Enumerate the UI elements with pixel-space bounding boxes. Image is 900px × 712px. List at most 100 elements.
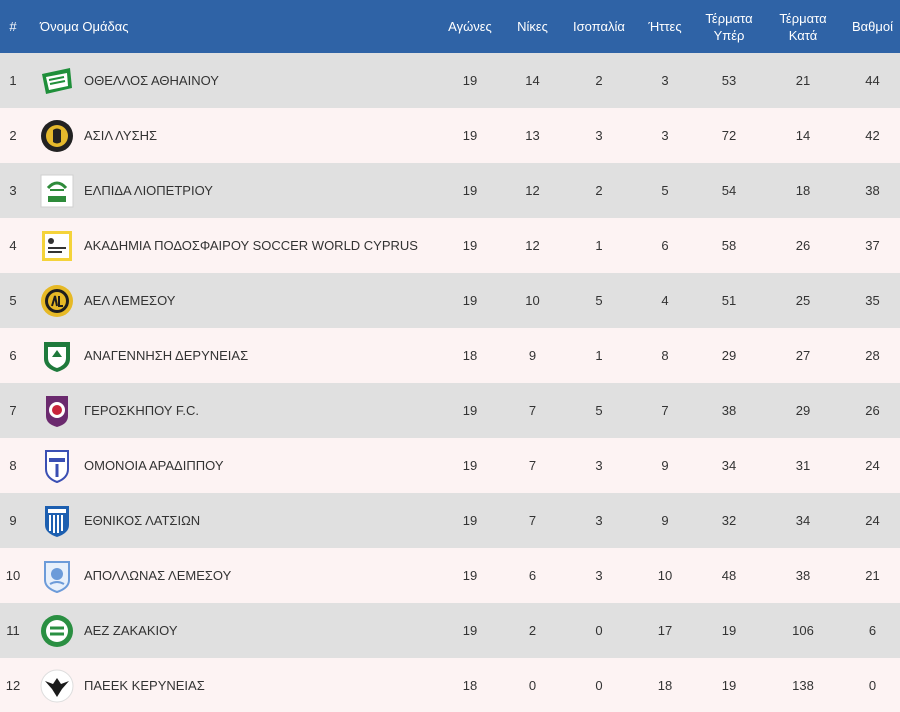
team-name[interactable]: ΑΣΙΛ ΛΥΣΗΣ bbox=[84, 128, 158, 143]
team-cell[interactable]: ΑΕΖ ΖΑΚΑΚΙΟΥ bbox=[40, 603, 440, 658]
goals-for-cell: 29 bbox=[721, 348, 737, 363]
goals-against-cell: 18 bbox=[795, 183, 811, 198]
losses-cell: 5 bbox=[661, 183, 669, 198]
elpida-crest-icon bbox=[40, 174, 74, 208]
wins-cell: 13 bbox=[525, 128, 540, 143]
table-row[interactable]: 2 ΑΣΙΛ ΛΥΣΗΣ 19 13 3 3 72 14 42 bbox=[0, 108, 900, 163]
header-draws: Ισοπαλία bbox=[573, 19, 625, 34]
table-row[interactable]: 1 ΟΘΕΛΛΟΣ ΑΘΗΑΙΝΟΥ 19 14 2 3 53 21 44 bbox=[0, 53, 900, 108]
team-name[interactable]: ΑΕΖ ΖΑΚΑΚΙΟΥ bbox=[84, 623, 178, 638]
omonia-aradippou-crest-icon bbox=[40, 449, 74, 483]
losses-cell: 18 bbox=[657, 678, 673, 693]
apollon-crest-icon bbox=[40, 559, 74, 593]
anagennisi-crest-icon bbox=[40, 339, 74, 373]
othellos-crest-icon bbox=[40, 64, 74, 98]
table-row[interactable]: 3 ΕΛΠΙΔΑ ΛΙΟΠΕΤΡΙΟΥ 19 12 2 5 54 18 38 bbox=[0, 163, 900, 218]
ael-crest-icon bbox=[40, 284, 74, 318]
asil-crest-icon bbox=[40, 119, 74, 153]
draws-cell: 3 bbox=[595, 513, 603, 528]
played-cell: 18 bbox=[462, 678, 478, 693]
losses-cell: 8 bbox=[661, 348, 669, 363]
team-cell[interactable]: ΑΚΑΔΗΜΙΑ ΠΟΔΟΣΦΑΙΡΟΥ SOCCER WORLD CYPRUS bbox=[40, 218, 440, 273]
wins-cell: 7 bbox=[528, 403, 537, 418]
header-points: Βαθμοί bbox=[851, 19, 894, 34]
team-cell[interactable]: ΑΠΟΛΛΩΝΑΣ ΛΕΜΕΣΟΥ bbox=[40, 548, 440, 603]
team-name[interactable]: ΓΕΡΟΣΚΗΠΟΥ F.C. bbox=[84, 403, 199, 418]
team-cell[interactable]: ΑΣΙΛ ΛΥΣΗΣ bbox=[40, 108, 440, 163]
goals-for-cell: 53 bbox=[721, 73, 737, 88]
table-row[interactable]: 11 ΑΕΖ ΖΑΚΑΚΙΟΥ 19 2 0 17 19 106 6 bbox=[0, 603, 900, 658]
team-name[interactable]: ΑΝΑΓΕΝΝΗΣΗ ΔΕΡΥΝΕΙΑΣ bbox=[84, 348, 249, 363]
table-row[interactable]: 12 ΠΑΕΕΚ ΚΕΡΥΝΕΙΑΣ 18 0 0 18 19 138 0 bbox=[0, 658, 900, 712]
draws-cell: 5 bbox=[595, 403, 603, 418]
goals-against-cell: 138 bbox=[792, 678, 814, 693]
table-row[interactable]: 6 ΑΝΑΓΕΝΝΗΣΗ ΔΕΡΥΝΕΙΑΣ 18 9 1 8 29 27 28 bbox=[0, 328, 900, 383]
losses-cell: 3 bbox=[661, 128, 669, 143]
goals-for-cell: 72 bbox=[721, 128, 737, 143]
wins-cell: 2 bbox=[528, 623, 537, 638]
header-goals-for-line1: Τέρματα bbox=[705, 10, 753, 26]
draws-cell: 3 bbox=[595, 128, 603, 143]
team-name[interactable]: ΟΘΕΛΛΟΣ ΑΘΗΑΙΝΟΥ bbox=[84, 73, 219, 88]
table-row[interactable]: 9 ΕΘΝΙΚΟΣ ΛΑΤΣΙΩΝ 19 7 3 9 32 34 24 bbox=[0, 493, 900, 548]
team-cell[interactable]: ΟΜΟΝΟΙΑ ΑΡΑΔΙΠΠΟΥ bbox=[40, 438, 440, 493]
header-team: Όνομα Ομάδας bbox=[40, 19, 129, 34]
goals-for-cell: 48 bbox=[721, 568, 737, 583]
rank-cell: 5 bbox=[9, 293, 17, 308]
team-cell[interactable]: ΑΝΑΓΕΝΝΗΣΗ ΔΕΡΥΝΕΙΑΣ bbox=[40, 328, 440, 383]
rank-cell: 10 bbox=[5, 568, 21, 583]
header-goals-against: Τέρματα Κατά bbox=[772, 0, 834, 53]
goals-for-cell: 34 bbox=[721, 458, 737, 473]
points-cell: 6 bbox=[868, 623, 877, 638]
table-row[interactable]: 4 ΑΚΑΔΗΜΙΑ ΠΟΔΟΣΦΑΙΡΟΥ SOCCER WORLD CYPRU… bbox=[0, 218, 900, 273]
aez-crest-icon bbox=[40, 614, 74, 648]
rank-cell: 3 bbox=[9, 183, 17, 198]
rank-cell: 11 bbox=[6, 623, 20, 638]
team-cell[interactable]: ΟΘΕΛΛΟΣ ΑΘΗΑΙΝΟΥ bbox=[40, 53, 440, 108]
team-cell[interactable]: ΠΑΕΕΚ ΚΕΡΥΝΕΙΑΣ bbox=[40, 658, 440, 712]
points-cell: 0 bbox=[868, 678, 877, 693]
rank-cell: 2 bbox=[9, 128, 17, 143]
table-row[interactable]: 7 ΓΕΡΟΣΚΗΠΟΥ F.C. 19 7 5 7 38 29 26 bbox=[0, 383, 900, 438]
goals-for-cell: 19 bbox=[721, 678, 737, 693]
team-cell[interactable]: ΕΛΠΙΔΑ ΛΙΟΠΕΤΡΙΟΥ bbox=[40, 163, 440, 218]
draws-cell: 1 bbox=[595, 238, 603, 253]
losses-cell: 10 bbox=[657, 568, 673, 583]
goals-for-cell: 58 bbox=[721, 238, 737, 253]
team-name[interactable]: ΟΜΟΝΟΙΑ ΑΡΑΔΙΠΠΟΥ bbox=[84, 458, 224, 473]
losses-cell: 17 bbox=[657, 623, 673, 638]
points-cell: 24 bbox=[865, 458, 880, 473]
draws-cell: 3 bbox=[595, 458, 603, 473]
rank-cell: 9 bbox=[9, 513, 17, 528]
team-name[interactable]: ΠΑΕΕΚ ΚΕΡΥΝΕΙΑΣ bbox=[84, 678, 205, 693]
wins-cell: 12 bbox=[525, 238, 540, 253]
goals-against-cell: 21 bbox=[795, 73, 811, 88]
points-cell: 44 bbox=[865, 73, 880, 88]
draws-cell: 3 bbox=[595, 568, 603, 583]
team-name[interactable]: ΑΚΑΔΗΜΙΑ ΠΟΔΟΣΦΑΙΡΟΥ SOCCER WORLD CYPRUS bbox=[84, 238, 418, 253]
team-name[interactable]: ΑΕΛ ΛΕΜΕΣΟΥ bbox=[84, 293, 176, 308]
team-name[interactable]: ΑΠΟΛΛΩΝΑΣ ΛΕΜΕΣΟΥ bbox=[84, 568, 232, 583]
ethnikos-latsion-crest-icon bbox=[40, 504, 74, 538]
played-cell: 19 bbox=[462, 568, 478, 583]
table-row[interactable]: 8 ΟΜΟΝΟΙΑ ΑΡΑΔΙΠΠΟΥ 19 7 3 9 34 31 24 bbox=[0, 438, 900, 493]
goals-against-cell: 38 bbox=[795, 568, 811, 583]
team-cell[interactable]: ΓΕΡΟΣΚΗΠΟΥ F.C. bbox=[40, 383, 440, 438]
goals-against-cell: 27 bbox=[795, 348, 811, 363]
paeek-crest-icon bbox=[40, 669, 74, 703]
team-cell[interactable]: ΑΕΛ ΛΕΜΕΣΟΥ bbox=[40, 273, 440, 328]
played-cell: 19 bbox=[462, 403, 478, 418]
goals-for-cell: 19 bbox=[721, 623, 737, 638]
wins-cell: 14 bbox=[525, 73, 540, 88]
losses-cell: 9 bbox=[661, 458, 669, 473]
team-cell[interactable]: ΕΘΝΙΚΟΣ ΛΑΤΣΙΩΝ bbox=[40, 493, 440, 548]
team-name[interactable]: ΕΘΝΙΚΟΣ ΛΑΤΣΙΩΝ bbox=[84, 513, 201, 528]
played-cell: 19 bbox=[462, 623, 478, 638]
table-row[interactable]: 10 ΑΠΟΛΛΩΝΑΣ ΛΕΜΕΣΟΥ 19 6 3 10 48 38 21 bbox=[0, 548, 900, 603]
rank-cell: 7 bbox=[9, 403, 17, 418]
team-name[interactable]: ΕΛΠΙΔΑ ΛΙΟΠΕΤΡΙΟΥ bbox=[84, 183, 213, 198]
rank-cell: 6 bbox=[9, 348, 17, 363]
table-row[interactable]: 5 ΑΕΛ ΛΕΜΕΣΟΥ 19 10 5 4 51 25 35 bbox=[0, 273, 900, 328]
points-cell: 28 bbox=[865, 348, 880, 363]
